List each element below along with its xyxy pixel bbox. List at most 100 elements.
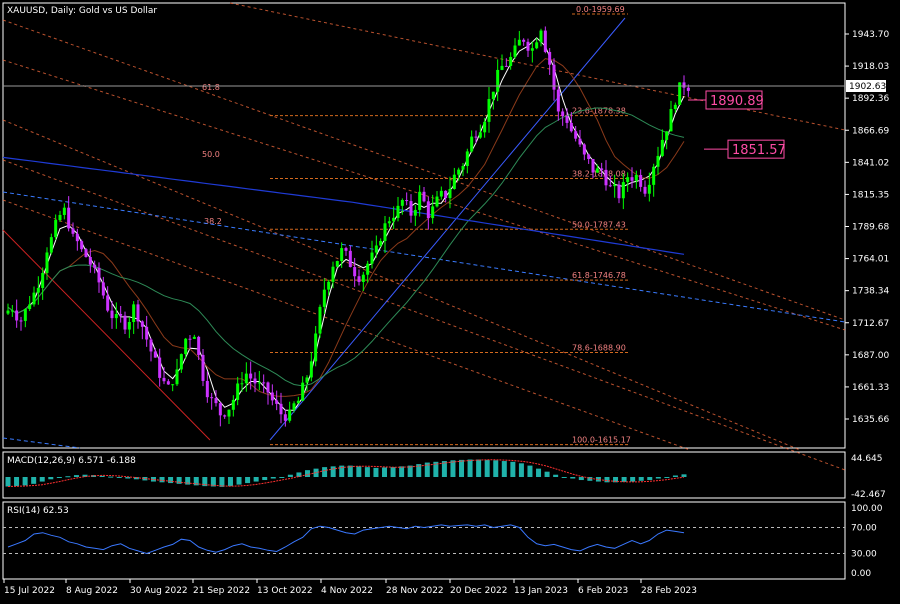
time-tick-label: 28 Nov 2022 <box>386 586 444 596</box>
macd-bar <box>484 459 490 477</box>
fib-level-label: 61.8-1746.78 <box>572 271 626 280</box>
macd-bar <box>416 464 422 477</box>
candle-body <box>569 122 573 132</box>
candle-body <box>283 414 287 421</box>
callout-box <box>705 90 763 110</box>
macd-bar <box>467 459 473 477</box>
main-chart-frame <box>2 2 846 449</box>
candle-body <box>374 245 378 253</box>
candle-body <box>101 282 105 296</box>
candle-body <box>270 392 274 401</box>
macd-bar <box>578 477 584 481</box>
macd-bar <box>39 477 45 482</box>
candle-body <box>244 373 248 384</box>
candle-body <box>93 264 97 268</box>
candle-body <box>595 168 599 173</box>
trend-lines <box>2 17 846 449</box>
candle-body <box>517 39 521 46</box>
macd-tick-bottom: -42.467 <box>851 490 886 500</box>
candle-body <box>127 321 131 330</box>
candle-body <box>548 51 552 65</box>
macd-bar <box>621 477 627 482</box>
candle-body <box>75 233 79 242</box>
candle-body <box>591 158 595 173</box>
macd-bar <box>450 460 456 477</box>
candle-body <box>88 257 92 265</box>
macd-bar <box>14 477 20 487</box>
fib-fan-line <box>2 19 846 321</box>
channel-line <box>2 229 211 441</box>
candle-body <box>405 200 409 202</box>
time-tick-label: 21 Sep 2022 <box>193 586 250 596</box>
candle-body <box>608 185 612 187</box>
candle-body <box>634 174 638 181</box>
candle-body <box>158 357 162 378</box>
candle-body <box>335 261 339 267</box>
macd-bar <box>31 477 37 484</box>
candle-body <box>561 111 565 117</box>
candle-body <box>439 190 443 197</box>
candle-body <box>600 168 604 170</box>
candle-body <box>630 177 634 181</box>
candle-body <box>400 200 404 206</box>
price-tick-label: 1661.33 <box>852 383 889 393</box>
candle-body <box>10 310 14 312</box>
candle-body <box>262 382 266 384</box>
candle-body <box>639 174 643 187</box>
candle-body <box>214 398 218 404</box>
price-tick-label: 1687.00 <box>852 351 889 361</box>
macd-bar <box>236 477 242 485</box>
fib-level-label: 50.0-1787.43 <box>572 220 626 229</box>
candle-body <box>487 98 491 122</box>
candle-body <box>409 201 413 216</box>
macd-bar <box>613 477 619 483</box>
candle-body <box>617 184 621 199</box>
candle-body <box>366 263 370 275</box>
candle-body <box>188 338 192 340</box>
candle-body <box>179 354 183 370</box>
fib-retracement-levels: 0.0-1959.69 23.6-1878.38 38.2-1828.08 50.0-… <box>270 5 631 446</box>
candle-body <box>543 30 547 52</box>
macd-bar <box>518 463 524 477</box>
candle-body <box>686 87 690 91</box>
candle-body <box>249 373 253 379</box>
candle-body <box>71 228 75 234</box>
rsi-line <box>3 524 845 555</box>
rsi-path <box>7 524 685 555</box>
candle-body <box>500 65 504 70</box>
macd-signal-line <box>7 459 685 487</box>
macd-bar <box>424 462 430 477</box>
candle-body <box>530 48 534 51</box>
macd-bar <box>681 474 687 477</box>
candle-body <box>678 82 682 105</box>
rsi-axis: 100.00 70.00 30.00 0.00 <box>851 504 883 579</box>
fib-level-label: 100.0-1615.17 <box>572 436 631 445</box>
price-tick-label: 1943.70 <box>852 30 889 40</box>
candle-body <box>36 287 40 293</box>
price-tick-label: 1712.67 <box>852 319 889 329</box>
candle-body <box>175 369 179 385</box>
candle-body <box>348 250 352 268</box>
macd-bar <box>73 475 79 477</box>
candle-body <box>309 361 313 378</box>
candle-body <box>41 273 45 288</box>
candle-body <box>665 131 669 140</box>
macd-bar <box>253 477 259 482</box>
candle-body <box>136 304 140 322</box>
macd-bar <box>245 477 251 484</box>
candle-body <box>171 384 175 386</box>
macd-bar <box>630 477 636 482</box>
candle-body <box>149 339 153 352</box>
macd-bar <box>210 477 216 487</box>
candle-body <box>660 139 664 156</box>
price-tick-label: 1635.66 <box>852 415 889 425</box>
candle-body <box>526 41 530 51</box>
fib-level-label: 0.0-1959.69 <box>576 5 625 14</box>
candle-body <box>383 223 387 241</box>
price-tick-label: 1815.35 <box>852 190 889 200</box>
candle-body <box>331 266 335 282</box>
candle-body <box>522 39 526 42</box>
macd-bar <box>595 477 601 482</box>
